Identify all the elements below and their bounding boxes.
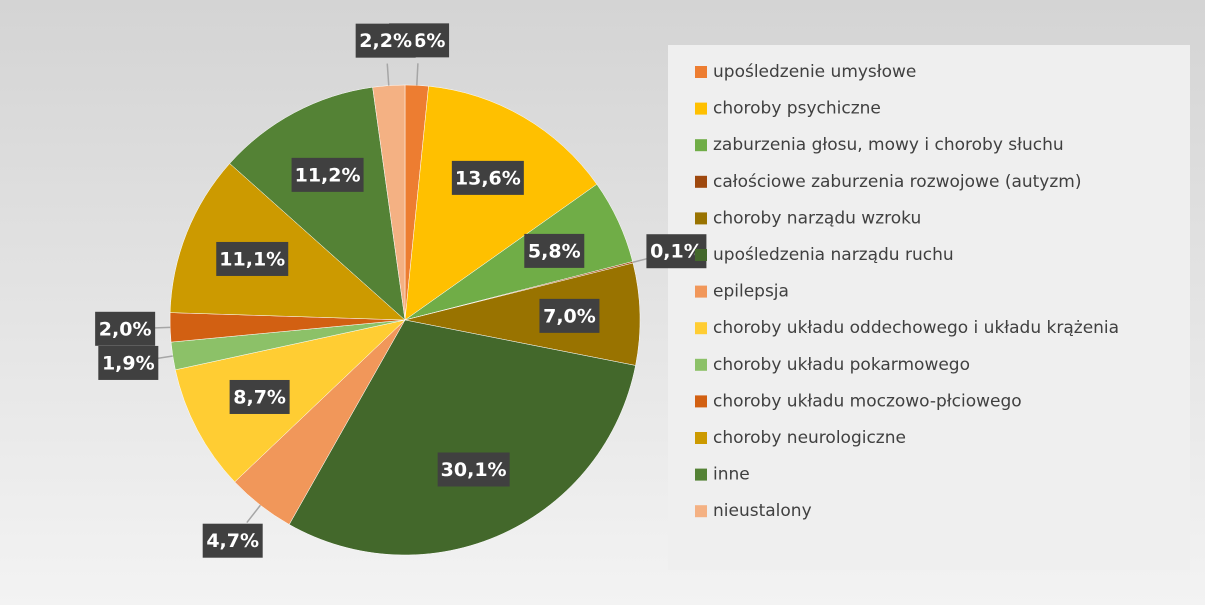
legend-swatch — [695, 249, 707, 261]
legend-swatch — [695, 505, 707, 518]
pie-slice — [288, 319, 636, 556]
data-label-box — [355, 23, 416, 58]
legend-label: choroby układu moczowo-płciowego — [713, 391, 1022, 411]
legend-label: choroby neurologiczne — [713, 428, 906, 448]
legend-label: choroby psychiczne — [713, 99, 881, 119]
pie — [169, 84, 641, 556]
data-label: 0,1% — [650, 241, 703, 263]
leader-line — [416, 63, 419, 86]
data-label-box — [451, 160, 524, 195]
legend-swatch — [695, 175, 707, 188]
data-label: 1,9% — [102, 352, 155, 374]
data-label-box — [291, 157, 364, 192]
leader-line — [246, 504, 261, 524]
legend-swatch — [695, 102, 707, 115]
data-label-box — [229, 379, 290, 414]
data-label: 7,0% — [543, 305, 596, 327]
data-label: 8,7% — [233, 386, 286, 408]
data-label-box — [524, 233, 585, 268]
legend-label: upośledzenia narządu ruchu — [713, 245, 954, 265]
legend-swatch — [695, 432, 707, 444]
data-label: 4,7% — [206, 530, 259, 552]
legend-label: upośledzenie umysłowe — [713, 62, 916, 82]
pie-slice — [404, 85, 598, 321]
pie-slice — [175, 319, 406, 483]
legend-swatch — [695, 139, 707, 152]
data-label-box — [98, 345, 159, 380]
data-label: 2,0% — [99, 318, 152, 340]
legend-swatch — [695, 66, 707, 78]
legend-swatch — [695, 212, 707, 225]
legend-swatch — [695, 395, 707, 408]
data-label-box — [437, 452, 510, 487]
data-label: 2,2% — [359, 30, 412, 52]
legend-swatch — [695, 285, 707, 298]
legend-label: choroby narządu wzroku — [713, 208, 921, 228]
data-label-box — [216, 241, 289, 276]
data-label: 11,1% — [219, 248, 285, 270]
pie-slice — [404, 262, 641, 366]
legend-label: zaburzenia głosu, mowy i choroby słuchu — [713, 135, 1064, 155]
legend-label: nieustalony — [713, 501, 812, 521]
leader-line — [386, 63, 390, 86]
data-label: 13,6% — [455, 167, 521, 189]
legend: upośledzenie umysłowe choroby psychiczne z… — [695, 62, 1119, 521]
legend-panel — [668, 45, 1190, 570]
data-label-box — [539, 298, 600, 333]
legend-label: epilepsja — [713, 282, 789, 302]
data-label: 30,1% — [441, 459, 507, 481]
legend-label: choroby układu oddechowego i układu krąż… — [713, 318, 1119, 338]
data-label: 11,2% — [295, 164, 361, 186]
legend-label: całościowe zaburzenia rozwojowe (autyzm) — [713, 172, 1082, 192]
pie-slice — [229, 86, 406, 321]
legend-label: inne — [713, 465, 750, 485]
legend-swatch — [695, 322, 707, 335]
data-label-box — [95, 311, 156, 346]
data-label-box — [202, 523, 263, 558]
legend-label: choroby układu pokarmowego — [713, 355, 970, 375]
legend-swatch — [695, 358, 707, 371]
legend-swatch — [695, 468, 707, 481]
pie-slice — [169, 163, 406, 321]
data-label: 5,8% — [528, 240, 581, 262]
